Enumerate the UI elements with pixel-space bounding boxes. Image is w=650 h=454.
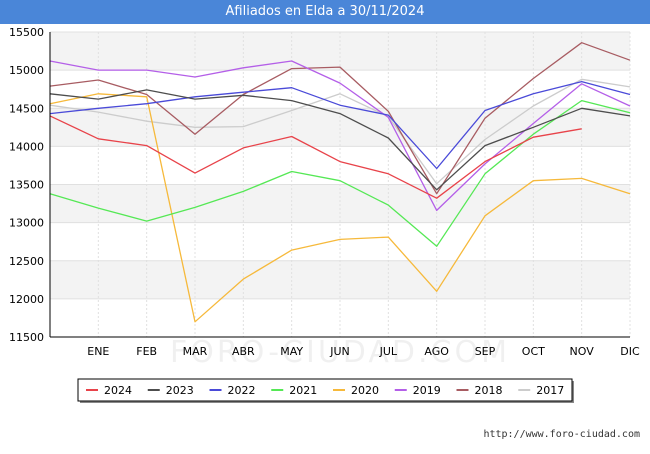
- x-tick-labels: ENE FEB MAR ABR MAY JUN JUL AGO SEP OCT NOV DIC: [87, 345, 640, 358]
- legend-box: [77, 378, 573, 402]
- source-credit: http://www.foro-ciudad.com: [483, 429, 640, 440]
- legend: 2024 2023 2022 2021 2020 2019 2018 2017: [77, 378, 574, 403]
- x-tick-label: AGO: [424, 345, 449, 358]
- x-tick-label: DIC: [620, 345, 640, 358]
- legend-label-2020: 2020: [351, 384, 379, 397]
- series-line-2024: [49, 115, 582, 199]
- y-tick-label: 13000: [9, 217, 44, 230]
- y-tick-label: 15500: [9, 26, 44, 39]
- y-tick-label: 14000: [9, 140, 44, 153]
- x-tick-label: SEP: [475, 345, 496, 358]
- legend-label-2019: 2019: [413, 384, 441, 397]
- legend-label-2023: 2023: [166, 384, 194, 397]
- watermark: FORO-CIUDAD.COM: [170, 335, 510, 370]
- x-tick-label: ABR: [232, 345, 255, 358]
- series-line-2017: [49, 78, 631, 185]
- series-line-2019: [49, 60, 631, 212]
- x-tick-label: FEB: [136, 345, 157, 358]
- x-tick-label: OCT: [522, 345, 545, 358]
- legend-label-2018: 2018: [475, 384, 503, 397]
- line-chart: FORO-CIUDAD.COM 11500 12000 12500 13000 1350…: [9, 26, 640, 403]
- x-tick-label: MAR: [183, 345, 208, 358]
- chart-title: Afiliados en Elda a 30/11/2024: [0, 0, 650, 24]
- y-tick-labels: 11500 12000 12500 13000 13500 14000 14500 15000…: [9, 26, 44, 344]
- x-tick-label: MAY: [280, 345, 303, 358]
- x-tick-label: ENE: [87, 345, 109, 358]
- y-tick-label: 13500: [9, 179, 44, 192]
- y-tick-label: 12500: [9, 255, 44, 268]
- series-line-2023: [49, 89, 631, 191]
- series-lines: [49, 42, 631, 323]
- chart-area: FORO-CIUDAD.COM 11500 12000 12500 13000 1350…: [0, 24, 650, 450]
- legend-label-2021: 2021: [289, 384, 317, 397]
- x-tick-label: JUN: [329, 345, 350, 358]
- plot-band: [50, 32, 630, 71]
- series-line-2020: [49, 93, 631, 323]
- y-tick-label: 15000: [9, 64, 44, 77]
- legend-label-2022: 2022: [228, 384, 256, 397]
- axes: [49, 32, 630, 338]
- series-line-2022: [49, 80, 631, 170]
- y-tick-label: 14500: [9, 102, 44, 115]
- y-tick-label: 12000: [9, 293, 44, 306]
- series-line-2018: [49, 42, 631, 195]
- legend-label-2024: 2024: [104, 384, 132, 397]
- y-tick-label: 11500: [9, 331, 44, 344]
- x-tick-label: NOV: [570, 345, 595, 358]
- x-tick-label: JUL: [379, 345, 398, 358]
- legend-label-2017: 2017: [536, 384, 564, 397]
- series-line-2021: [49, 99, 631, 247]
